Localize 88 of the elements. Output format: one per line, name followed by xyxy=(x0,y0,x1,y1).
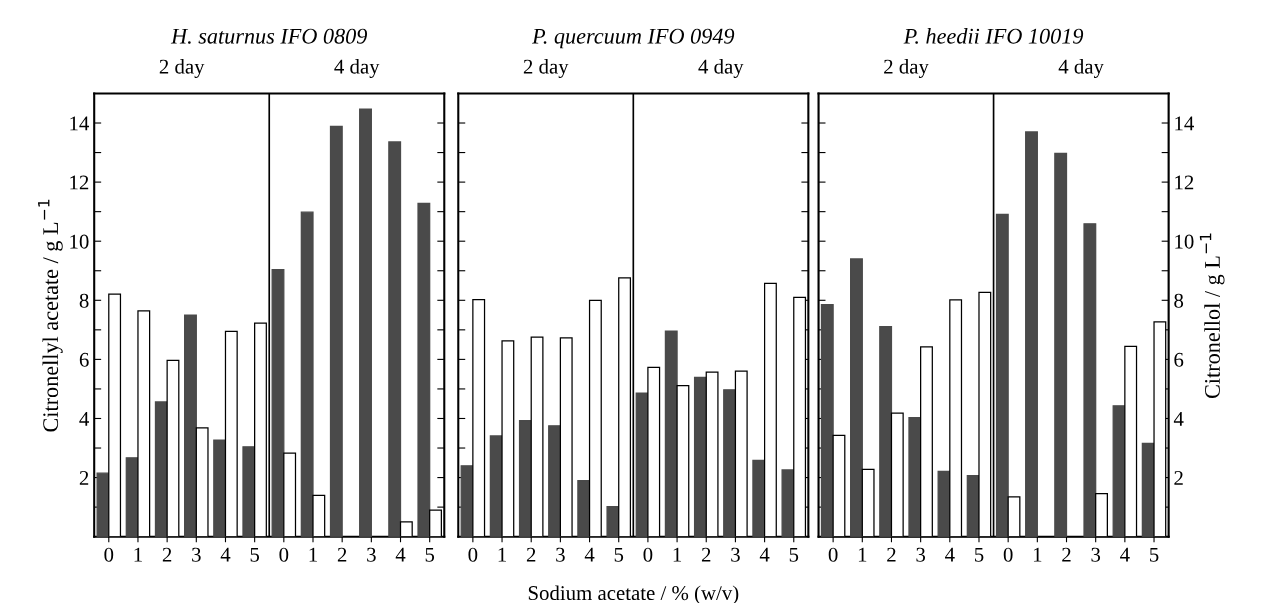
x-tick-label: 3 xyxy=(367,547,376,562)
text: 4 day xyxy=(334,59,380,78)
x-tick-label: 0 xyxy=(279,547,289,562)
x-tick-label: 1 xyxy=(1033,547,1042,562)
bar xyxy=(184,314,197,537)
x-tick-label: 5 xyxy=(1150,547,1159,562)
x-tick-label: 2 xyxy=(526,547,536,562)
bar xyxy=(820,304,834,537)
bar xyxy=(96,472,110,537)
y-tick-label: 8 xyxy=(79,293,89,308)
x-tick-label: 2 xyxy=(701,547,711,562)
x-tick-label: 4 xyxy=(759,547,770,562)
y-tick-label: 2 xyxy=(79,471,89,485)
x-tick-label: 4 xyxy=(220,547,231,562)
x-tick-label: 2 xyxy=(337,547,347,562)
bar xyxy=(1083,223,1097,537)
chart-title: P. quercuum IFO 0949 xyxy=(531,28,735,49)
x-tick-label: 1 xyxy=(309,547,317,562)
x-tick-label: 3 xyxy=(916,547,926,562)
bar xyxy=(388,141,402,537)
bar xyxy=(271,268,285,537)
y-tick-label: 12 xyxy=(70,175,89,190)
chart-title: H. saturnus IFO 0809 xyxy=(170,28,368,44)
x-tick-label: 5 xyxy=(789,547,799,562)
text: 2 day xyxy=(884,59,929,78)
text: 2 day xyxy=(159,59,205,78)
x-tick-label: 0 xyxy=(643,547,653,562)
bar xyxy=(937,470,951,537)
bar xyxy=(781,469,795,537)
bar xyxy=(548,425,562,537)
y2-tick-label: 2 xyxy=(1174,471,1183,485)
bar xyxy=(995,213,1009,537)
x-tick-label: 1 xyxy=(134,547,142,562)
y2-tick-label: 6 xyxy=(1174,352,1184,367)
y-tick-label: 4 xyxy=(79,412,90,426)
x-tick-label: 4 xyxy=(395,547,406,562)
x-tick-label: 4 xyxy=(945,547,955,562)
y2-tick-label: 4 xyxy=(1173,412,1184,426)
x-tick-label: 1 xyxy=(858,547,867,562)
bar xyxy=(693,376,707,537)
x-tick-label: 4 xyxy=(584,547,595,562)
x-tick-label: 3 xyxy=(1091,547,1101,562)
bar xyxy=(1054,152,1068,537)
bar xyxy=(300,211,314,537)
y2-tick-label: 14 xyxy=(1175,116,1194,131)
x-tick-label: 0 xyxy=(468,547,478,562)
x-tick-label: 3 xyxy=(192,547,201,562)
x-tick-label: 4 xyxy=(1120,547,1130,562)
x-tick-label: 1 xyxy=(673,547,682,562)
x-tick-label: 5 xyxy=(250,547,260,562)
bar xyxy=(359,108,372,537)
x-tick-label: 0 xyxy=(104,547,114,562)
bar xyxy=(242,446,256,537)
x-tick-label: 2 xyxy=(1062,547,1071,562)
bar xyxy=(879,325,893,537)
x-tick-label: 3 xyxy=(731,547,740,562)
x-tick-label: 0 xyxy=(828,547,838,562)
bar xyxy=(752,459,766,537)
bar xyxy=(518,419,532,537)
bar xyxy=(417,202,431,537)
x-tick-label: 5 xyxy=(425,547,435,562)
bar xyxy=(908,416,922,537)
y-tick-label: 6 xyxy=(79,352,89,367)
bar xyxy=(723,389,737,537)
text: 2 day xyxy=(523,59,569,78)
y-tick-label: 14 xyxy=(70,116,90,131)
x-tick-label: 1 xyxy=(498,547,506,562)
x-tick-label: 3 xyxy=(556,547,565,562)
x-tick-label: 2 xyxy=(162,547,172,562)
y-axis-title: Citronellyl acetate / g L$^{−1}$ xyxy=(38,199,63,432)
chart-title: P. heedii IFO 10019 xyxy=(903,28,1084,44)
y-tick-label: 10 xyxy=(70,234,89,249)
bar xyxy=(606,505,620,537)
x-tick-label: 2 xyxy=(887,547,896,562)
bar xyxy=(213,439,227,537)
y2-axis-title: Citronellol / g L$^{−1}$ xyxy=(1199,233,1225,399)
bar xyxy=(329,125,343,537)
y2-tick-label: 8 xyxy=(1174,293,1184,308)
bar xyxy=(1025,131,1038,537)
x-tick-label: 0 xyxy=(1003,547,1013,562)
bar xyxy=(850,258,863,537)
text: 4 day xyxy=(1058,59,1104,78)
bar xyxy=(577,479,591,537)
x-tick-label: 5 xyxy=(614,547,624,562)
y2-tick-label: 10 xyxy=(1175,234,1194,249)
text: 4 day xyxy=(698,59,744,78)
y2-tick-label: 12 xyxy=(1175,175,1194,190)
x-tick-label: 5 xyxy=(974,547,984,562)
